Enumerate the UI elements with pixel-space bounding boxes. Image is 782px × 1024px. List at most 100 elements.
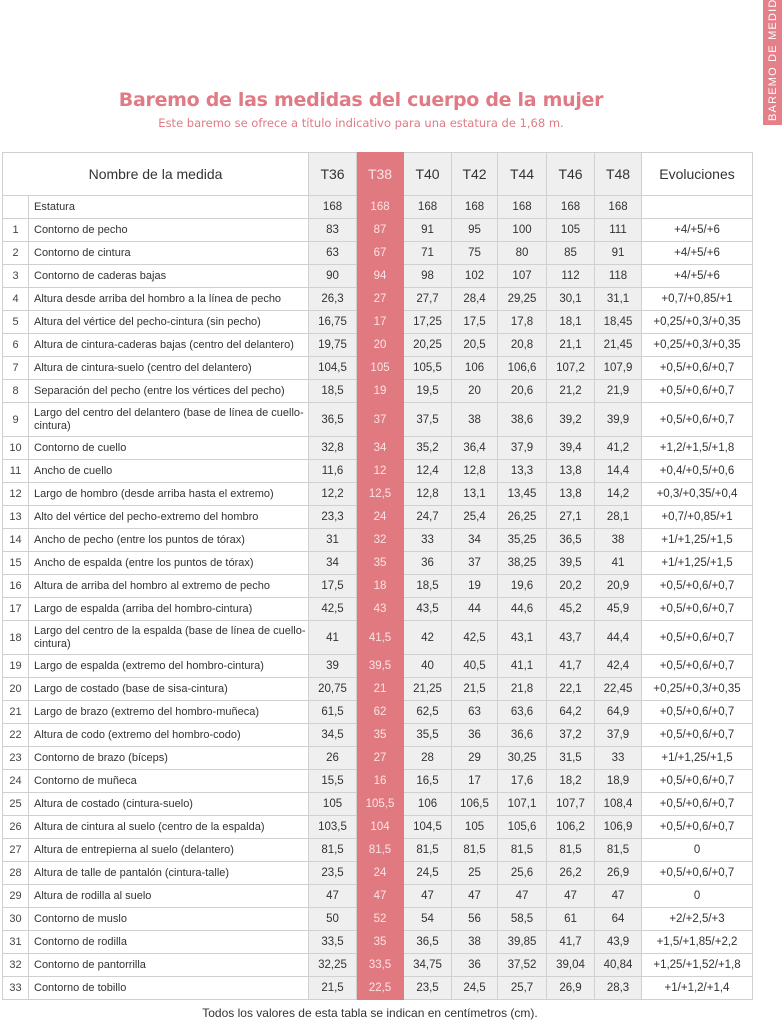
value-t46: 168 [546,195,596,219]
value-t38: 52 [356,907,405,931]
value-t42: 29 [451,746,499,770]
value-t42: 12,8 [451,459,499,483]
table-row: 27 Altura de entrepierna al suelo (delant… [2,838,754,862]
value-t48: 168 [594,195,643,219]
value-t40: 168 [403,195,453,219]
value-t42: 81,5 [451,838,499,862]
table-row: 23 Contorno de brazo (bíceps) 26 27 28 29 30,2… [2,746,754,770]
value-t46: 27,1 [546,505,596,529]
value-t44: 13,45 [497,482,548,506]
measure-name: Separación del pecho (entre los vértices… [27,379,310,403]
value-t42: 36 [451,723,499,747]
table-row: 18 Largo del centro de la espalda (base d… [2,620,754,655]
page-title: Baremo de las medidas del cuerpo de la m… [118,89,604,111]
row-number: 32 [2,953,29,977]
value-t38: 105 [356,356,405,380]
value-t38: 34 [356,436,405,460]
value-t40: 17,25 [403,310,453,334]
value-t46: 21,2 [546,379,596,403]
evolution: +1/+1,2/+1,4 [641,976,754,1000]
value-t38: 24 [356,505,405,529]
value-t36: 47 [308,884,358,908]
value-t48: 40,84 [594,953,643,977]
value-t46: 39,2 [546,402,596,437]
evolution: +1/+1,25/+1,5 [641,551,754,575]
row-number: 19 [2,654,29,678]
evolution: +0,7/+0,85/+1 [641,287,754,311]
value-t40: 33 [403,528,453,552]
value-t44: 100 [497,218,548,242]
row-number: 5 [2,310,29,334]
value-t48: 81,5 [594,838,643,862]
table-row: 1 Contorno de pecho 83 87 91 95 100 105 111 +4/+5… [2,218,754,242]
measure-name: Altura de arriba del hombro al extremo d… [27,574,310,598]
value-t38: 20 [356,333,405,357]
value-t40: 21,25 [403,677,453,701]
header-size-t44: T44 [497,152,548,196]
value-t42: 36 [451,953,499,977]
row-number: 8 [2,379,29,403]
row-number: 4 [2,287,29,311]
value-t38: 16 [356,769,405,793]
value-t36: 39 [308,654,358,678]
measure-name: Estatura [27,195,310,219]
value-t42: 168 [451,195,499,219]
value-t46: 64,2 [546,700,596,724]
evolution: 0 [641,838,754,862]
table-row: 3 Contorno de caderas bajas 90 94 98 102 107 11… [2,264,754,288]
table-row: 10 Contorno de cuello 32,8 34 35,2 36,4 37,9 39… [2,436,754,460]
value-t38: 87 [356,218,405,242]
value-t44: 20,8 [497,333,548,357]
value-t36: 15,5 [308,769,358,793]
value-t40: 81,5 [403,838,453,862]
value-t42: 95 [451,218,499,242]
value-t36: 33,5 [308,930,358,954]
value-t40: 16,5 [403,769,453,793]
value-t46: 105 [546,218,596,242]
value-t44: 35,25 [497,528,548,552]
measure-name: Altura del vértice del pecho-cintura (si… [27,310,310,334]
value-t48: 41,2 [594,436,643,460]
value-t36: 105 [308,792,358,816]
value-t44: 43,1 [497,620,548,655]
measure-name: Largo del centro de la espalda (base de … [27,620,310,655]
value-t48: 28,1 [594,505,643,529]
value-t46: 39,5 [546,551,596,575]
evolution: +0,25/+0,3/+0,35 [641,677,754,701]
table-row: 2 Contorno de cintura 63 67 71 75 80 85 91 +4/+5/… [2,241,754,265]
value-t48: 41 [594,551,643,575]
value-t38: 67 [356,241,405,265]
value-t46: 22,1 [546,677,596,701]
evolution: +0,25/+0,3/+0,35 [641,310,754,334]
value-t38: 27 [356,746,405,770]
value-t38: 105,5 [356,792,405,816]
value-t38: 35 [356,723,405,747]
measure-name: Largo de brazo (extremo del hombro-muñec… [27,700,310,724]
value-t38: 12 [356,459,405,483]
evolution: +0,4/+0,5/+0,6 [641,459,754,483]
table-row: Estatura 168 168 168 168 168 168 168 [2,195,754,219]
table-row: 19 Largo de espalda (extremo del hombro-c… [2,654,754,678]
value-t42: 44 [451,597,499,621]
measure-name: Ancho de cuello [27,459,310,483]
value-t44: 21,8 [497,677,548,701]
measure-name: Largo de hombro (desde arriba hasta el e… [27,482,310,506]
value-t42: 25,4 [451,505,499,529]
value-t46: 20,2 [546,574,596,598]
value-t46: 21,1 [546,333,596,357]
value-t38: 94 [356,264,405,288]
evolution: +0,5/+0,6/+0,7 [641,792,754,816]
value-t40: 36,5 [403,930,453,954]
value-t36: 18,5 [308,379,358,403]
evolution: +0,3/+0,35/+0,4 [641,482,754,506]
value-t48: 43,9 [594,930,643,954]
value-t38: 35 [356,930,405,954]
value-t36: 26,3 [308,287,358,311]
value-t40: 12,4 [403,459,453,483]
value-t44: 13,3 [497,459,548,483]
row-number: 24 [2,769,29,793]
table-row: 31 Contorno de rodilla 33,5 35 36,5 38 39,85 41… [2,930,754,954]
value-t44: 20,6 [497,379,548,403]
evolution: +1,25/+1,52/+1,8 [641,953,754,977]
row-number: 21 [2,700,29,724]
